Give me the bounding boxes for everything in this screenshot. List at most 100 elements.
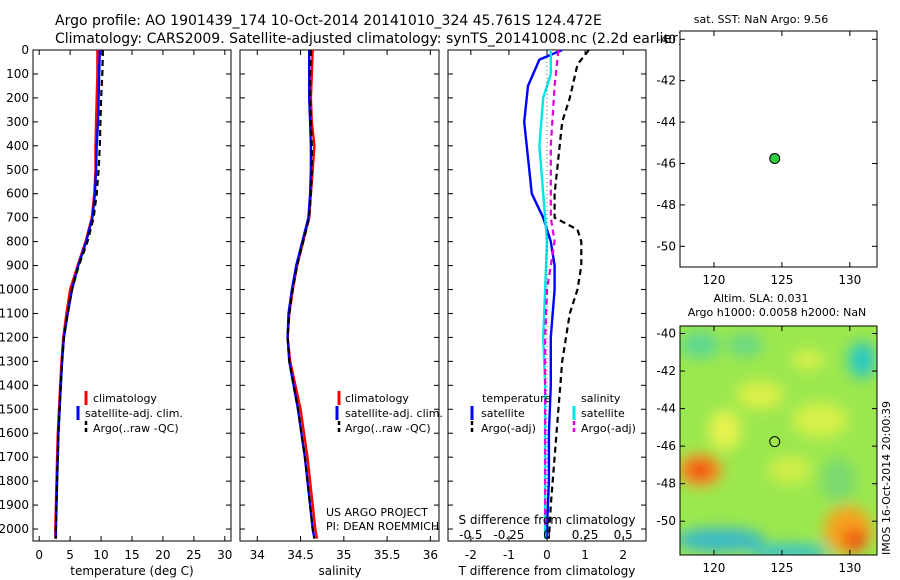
y-tick-label: -50	[656, 514, 676, 528]
x-tick-label: 0	[543, 548, 551, 562]
y-tick-label: -44	[656, 402, 676, 416]
series-group	[286, 50, 319, 539]
temperature-xlabel: temperature (deg C)	[70, 564, 193, 578]
x-tick-label: 30	[217, 548, 232, 562]
sla-blob	[680, 331, 720, 359]
legend-label-climatology: climatology	[93, 392, 157, 405]
sla-blob	[727, 333, 763, 357]
x-tick-label: 130	[838, 561, 861, 575]
salinity-chart: 34 34.5 35 35.5 36	[240, 49, 439, 562]
sst-map-title: sat. SST: NaN Argo: 9.56	[694, 13, 828, 26]
y-tick-label: 2000	[0, 522, 29, 536]
y-tick-label: -50	[656, 239, 676, 253]
s-tick-label: -0.25	[493, 528, 524, 542]
series-group	[54, 50, 104, 539]
legend-title-salinity: salinity	[581, 392, 621, 405]
x-tick-label: 25	[186, 548, 201, 562]
sla-blob	[792, 350, 824, 370]
sla-map-frame	[679, 325, 878, 556]
y-tick-label: 600	[6, 187, 29, 201]
y-tick-label: -48	[656, 198, 676, 212]
sla-blob	[750, 544, 830, 555]
salinity-panel-frame	[239, 49, 440, 542]
series-line	[286, 50, 316, 539]
y-tick-label: 700	[6, 211, 29, 225]
y-tick-label: 1400	[0, 378, 29, 392]
sla-side-label: IMOS 16-Oct-2014 20:00:39	[880, 401, 893, 555]
x-tick-label: 120	[703, 561, 726, 575]
x-tick-label: 10	[93, 548, 108, 562]
y-tick-label: 0	[21, 43, 29, 57]
legend-title-temperature: temperature	[482, 392, 551, 405]
s-tick-label: -0.5	[459, 528, 482, 542]
series-line	[54, 50, 104, 539]
series-line	[544, 50, 560, 529]
sst-map: 120 125 130 -40 -42 -44 -46 -48 -50	[656, 31, 877, 287]
x-tick-label: 5	[66, 548, 74, 562]
x-tick-label: -2	[465, 548, 477, 562]
salinity-legend: climatology satellite-adj. clim. Argo(..…	[335, 391, 443, 435]
y-tick-label: 1500	[0, 402, 29, 416]
sla-blob	[688, 462, 712, 478]
x-tick-label: 35.5	[374, 548, 401, 562]
y-tick-label: 1000	[0, 283, 29, 297]
y-tick-label: -42	[656, 364, 676, 378]
sla-blob	[768, 456, 812, 484]
salinity-xlabel: salinity	[318, 564, 361, 578]
legend-label-climatology: climatology	[345, 392, 409, 405]
x-tick-label: 125	[770, 273, 793, 287]
header-subtitle: Climatology: CARS2009. Satellite-adjuste…	[55, 31, 683, 47]
sla-blob	[680, 528, 765, 552]
pi-annotation: PI: DEAN ROEMMICH	[326, 520, 439, 533]
argo-float-marker	[769, 436, 781, 448]
series-line	[547, 50, 590, 539]
y-tick-label: 1900	[0, 498, 29, 512]
sla-map-title-line1: Altim. SLA: 0.031	[713, 292, 808, 305]
legend-label-argo: Argo(..raw -QC)	[93, 422, 179, 435]
y-tick-label: 300	[6, 115, 29, 129]
temperature-chart: 0 5 10 15 20 25 300100200300400500600700800900…	[0, 43, 232, 562]
sla-blob	[736, 381, 784, 409]
y-tick-label: 1300	[0, 354, 29, 368]
y-tick-label: -48	[656, 477, 676, 491]
y-tick-label: 1700	[0, 450, 29, 464]
series-group	[523, 50, 590, 539]
series-line	[54, 50, 99, 539]
x-tick-label: 34	[250, 548, 265, 562]
sla-heatmap-field	[680, 331, 876, 555]
legend-label-satellite: satellite-adj. clim.	[85, 407, 183, 420]
y-tick-label: -46	[656, 156, 676, 170]
sla-blob	[709, 410, 741, 450]
header-title: Argo profile: AO 1901439_174 10-Oct-2014…	[55, 13, 602, 29]
y-tick-label: 100	[6, 67, 29, 81]
legend-label-argo: Argo(..raw -QC)	[345, 422, 431, 435]
y-tick-label: -40	[656, 32, 676, 46]
x-tick-label: 0	[35, 548, 43, 562]
y-tick-label: 1200	[0, 330, 29, 344]
legend-label-t-argo: Argo(-adj)	[481, 422, 536, 435]
difference-xlabel: T difference from climatology	[458, 564, 636, 578]
y-tick-label: -42	[656, 74, 676, 88]
sla-map-axes: 120 125 130 -40 -42 -44 -46 -48 -50	[656, 326, 877, 575]
x-tick-label: 2	[619, 548, 627, 562]
x-tick-label: 125	[770, 561, 793, 575]
project-annotation: US ARGO PROJECT	[326, 506, 428, 519]
x-tick-label: 130	[838, 273, 861, 287]
sla-blob	[792, 402, 848, 438]
argo-float-marker	[769, 153, 781, 165]
x-tick-label: 36	[423, 548, 438, 562]
x-tick-label: -1	[503, 548, 515, 562]
difference-panel-frame	[447, 49, 647, 542]
y-tick-label: -44	[656, 115, 676, 129]
legend-label-satellite: satellite-adj. clim.	[345, 407, 443, 420]
legend-label-s-argo: Argo(-adj)	[581, 422, 636, 435]
y-tick-label: -40	[656, 327, 676, 341]
x-tick-label: 1	[581, 548, 589, 562]
y-tick-label: -46	[656, 439, 676, 453]
x-tick-label: 120	[703, 273, 726, 287]
y-tick-label: 400	[6, 139, 29, 153]
temperature-legend: climatology satellite-adj. clim. Argo(..…	[76, 391, 183, 435]
sla-blob	[848, 342, 876, 378]
temperature-panel-frame	[32, 49, 232, 542]
